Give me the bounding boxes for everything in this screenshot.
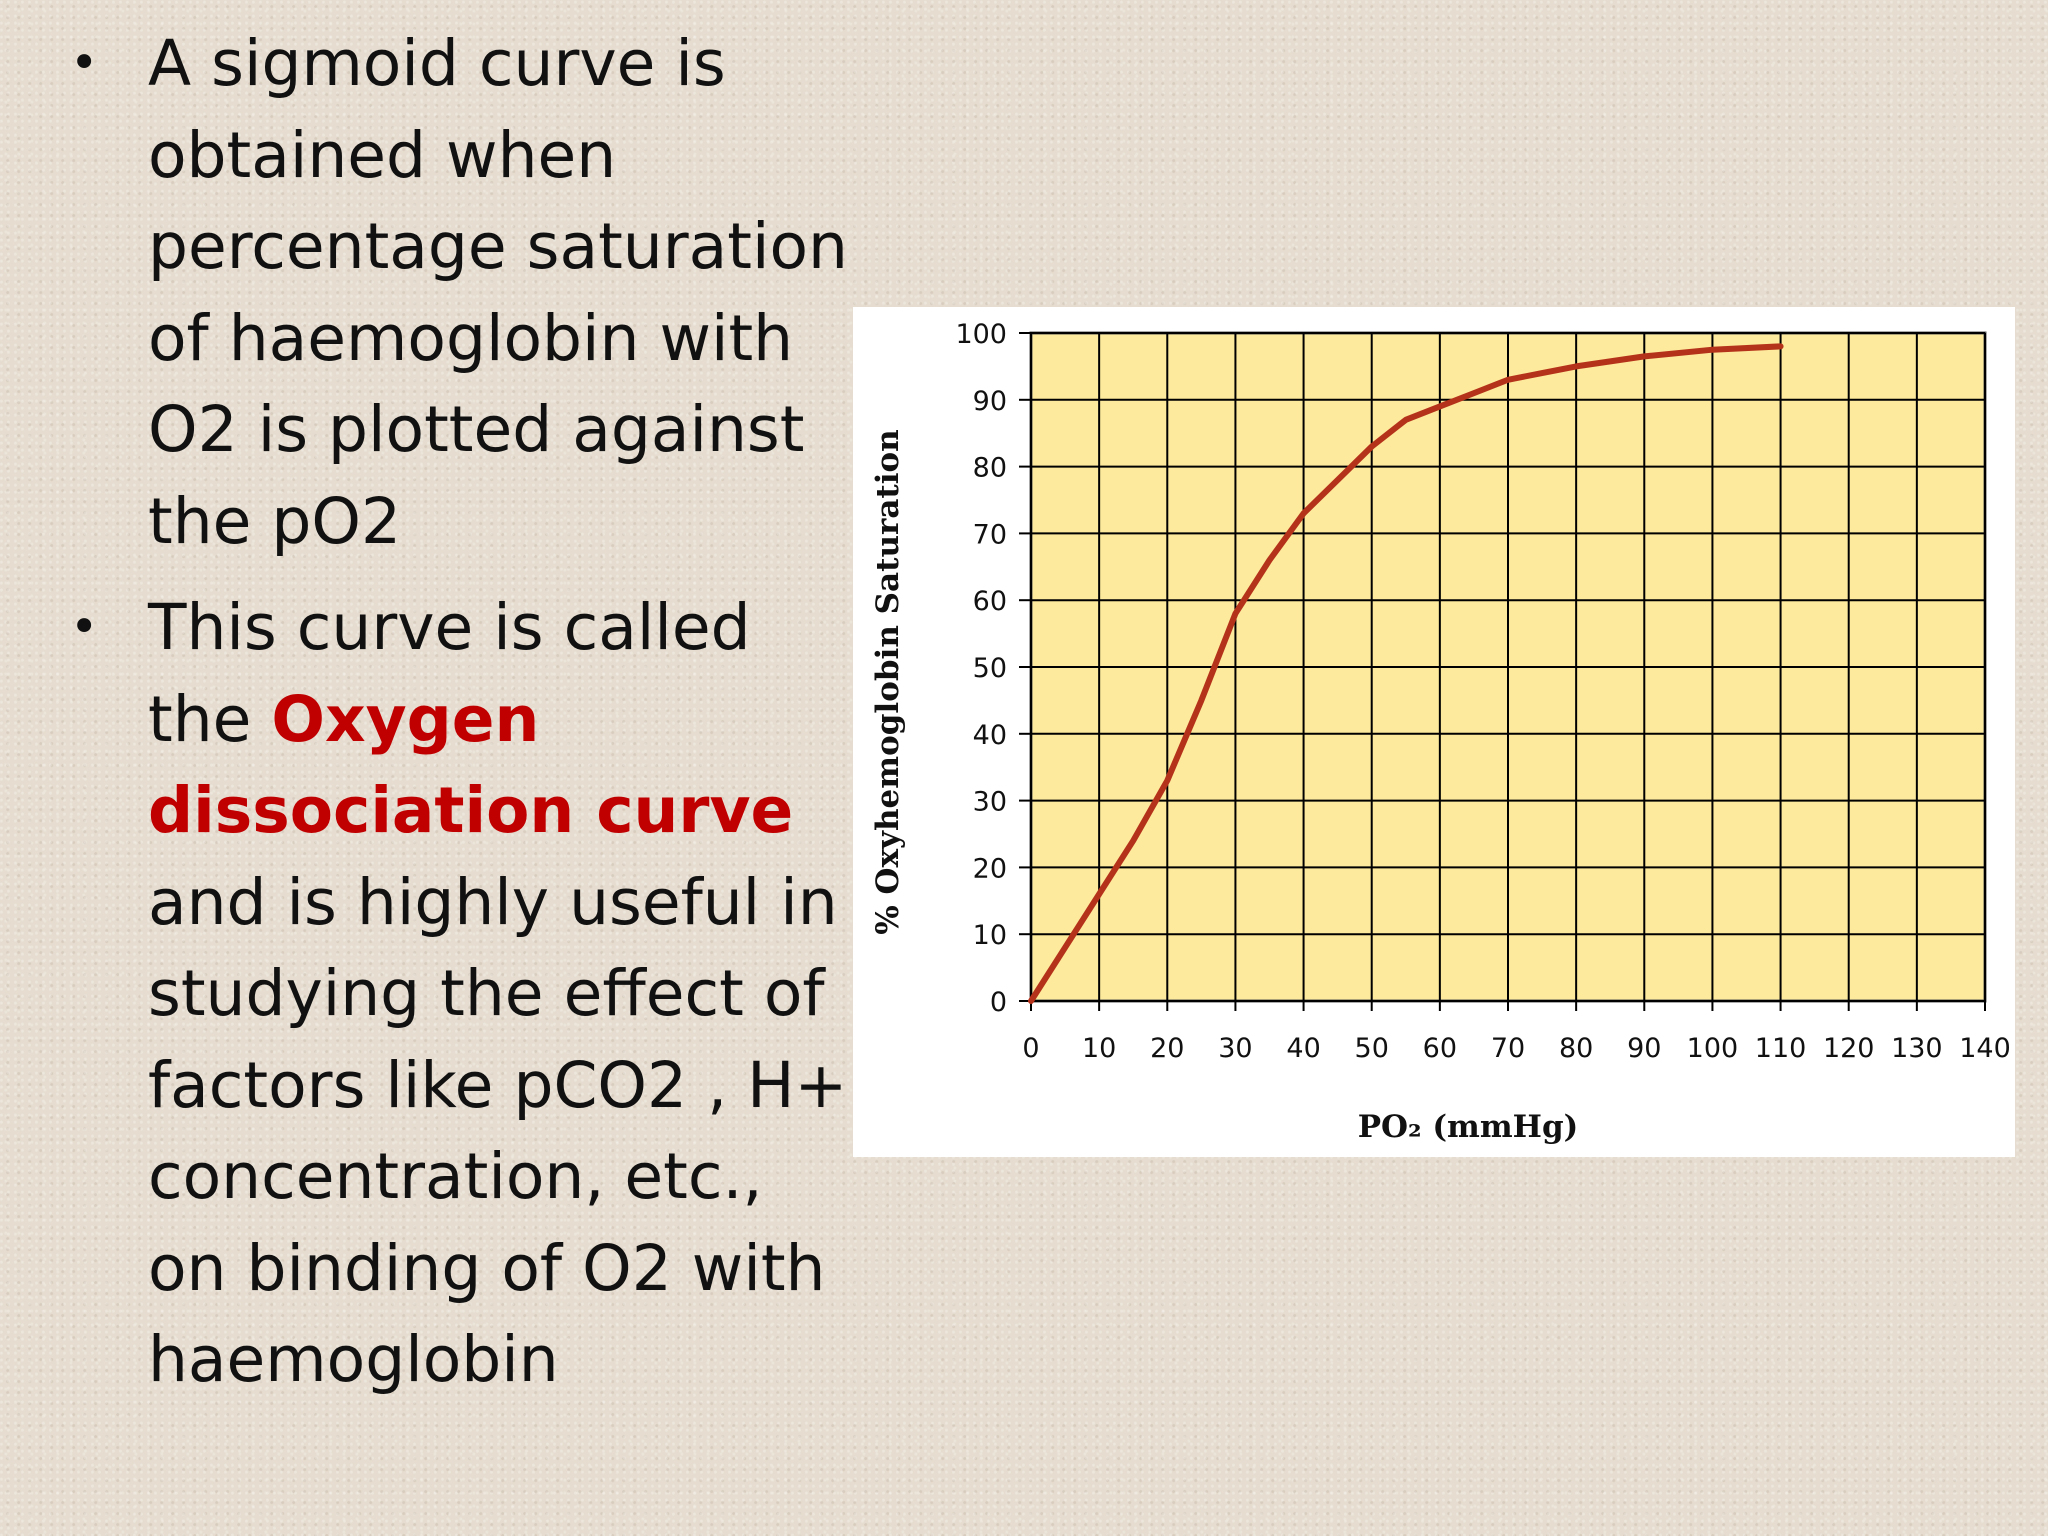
chart-panel: 0 10 20 30 40 50 60 70 80 90 100 110 120 130 140 0 10 20 3…: [853, 307, 2015, 1157]
x-tick-label: 30: [1218, 1033, 1252, 1064]
x-tick-label: 80: [1559, 1033, 1593, 1064]
y-tick-label: 40: [973, 720, 1007, 751]
saturation-curve: [1028, 343, 1784, 1004]
y-axis-title: % Oxyhemoglobin Saturation: [870, 429, 906, 934]
x-tick-label: 90: [1627, 1033, 1661, 1064]
bullet-1-text: A sigmoid curve is obtained when percent…: [148, 27, 848, 558]
x-tick-label: 0: [1022, 1033, 1039, 1064]
bullet-2: • This curve is called the Oxygen dissoc…: [70, 582, 850, 1406]
x-tick-label: 20: [1150, 1033, 1184, 1064]
y-tick-label: 50: [973, 653, 1007, 684]
x-tick-label: 70: [1491, 1033, 1525, 1064]
grid: [1030, 332, 1986, 1002]
x-tick-label: 100: [1687, 1033, 1739, 1064]
y-tick-label: 20: [973, 853, 1007, 884]
y-tick-label: 80: [973, 453, 1007, 484]
x-tick-label: 120: [1823, 1033, 1875, 1064]
bullet-2-text-a: This curve is called the: [148, 591, 751, 756]
x-tick-label: 110: [1755, 1033, 1807, 1064]
oxygen-dissociation-chart: 0 10 20 30 40 50 60 70 80 90 100 110 120 130 140 0 10 20 3…: [870, 319, 2011, 1145]
highlight-term: Oxygen dissociation curve: [148, 682, 794, 848]
axis-ticks: 0 10 20 30 40 50 60 70 80 90 100 110 120 130 140 0 10 20 3…: [955, 319, 2010, 1064]
y-tick-label: 0: [990, 987, 1007, 1018]
y-tick-label: 100: [955, 319, 1007, 350]
y-tick-label: 90: [973, 386, 1007, 417]
bullet-dot: •: [70, 599, 99, 655]
x-tick-label: 50: [1355, 1033, 1389, 1064]
y-tick-label: 10: [973, 920, 1007, 951]
slide-text: • A sigmoid curve is obtained when perce…: [70, 18, 850, 1421]
x-tick-label: 140: [1959, 1033, 2011, 1064]
x-tick-label: 10: [1082, 1033, 1116, 1064]
bullet-2-text-b: and is highly useful in studying the eff…: [148, 865, 848, 1397]
y-tick-label: 30: [973, 787, 1007, 818]
bullet-dot: •: [70, 35, 99, 91]
x-tick-label: 40: [1286, 1033, 1320, 1064]
x-tick-label: 130: [1891, 1033, 1943, 1064]
bullet-1: • A sigmoid curve is obtained when perce…: [70, 18, 850, 567]
x-tick-label: 60: [1423, 1033, 1457, 1064]
y-tick-label: 60: [973, 586, 1007, 617]
x-axis-title: PO₂ (mmHg): [1358, 1109, 1579, 1145]
y-tick-label: 70: [973, 519, 1007, 550]
